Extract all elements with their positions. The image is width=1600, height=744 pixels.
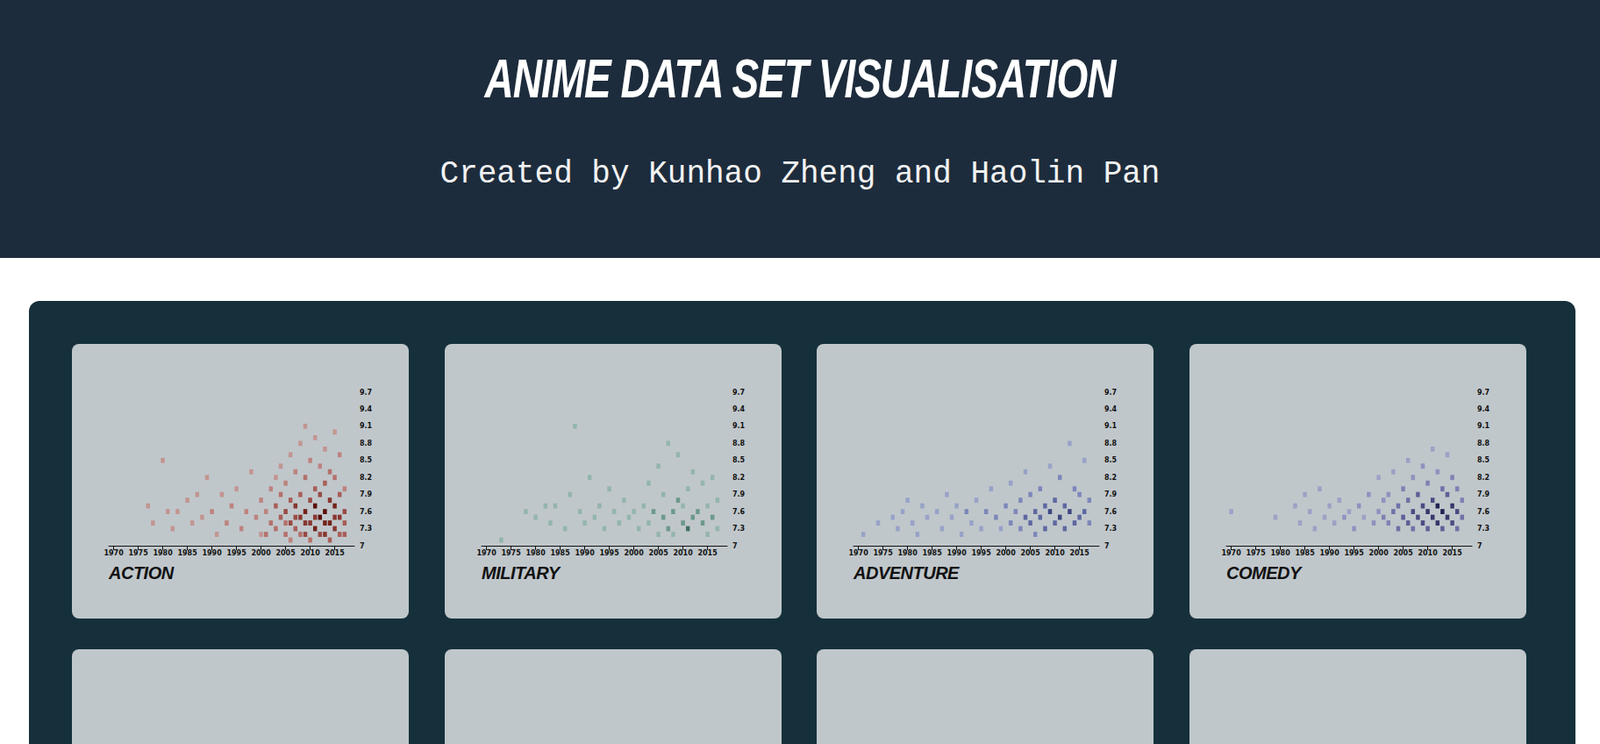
svg-text:9.1: 9.1: [359, 421, 373, 430]
svg-text:9.7: 9.7: [1104, 388, 1117, 397]
svg-text:8.5: 8.5: [359, 456, 373, 465]
svg-text:1990: 1990: [574, 549, 595, 558]
svg-text:9.1: 9.1: [1477, 421, 1491, 430]
svg-text:1970: 1970: [103, 549, 124, 558]
svg-text:9.4: 9.4: [1104, 405, 1118, 414]
svg-text:9.7: 9.7: [1477, 388, 1490, 397]
svg-text:8.5: 8.5: [1104, 456, 1118, 465]
svg-text:1995: 1995: [226, 549, 247, 558]
svg-text:1995: 1995: [1343, 549, 1365, 558]
svg-text:1995: 1995: [971, 549, 992, 558]
svg-text:7.9: 7.9: [1477, 490, 1491, 499]
html-text:ADVENTURE: ADVENTURE: [853, 563, 959, 583]
svg-text:2000: 2000: [250, 549, 272, 558]
svg-text:1975: 1975: [500, 549, 522, 558]
html-text:MILITARY: MILITARY: [481, 563, 560, 583]
svg-text:2005: 2005: [1392, 549, 1414, 558]
svg-text:9.1: 9.1: [732, 421, 746, 430]
svg-text:1970: 1970: [848, 549, 869, 558]
svg-text:8.8: 8.8: [1104, 439, 1118, 448]
svg-text:7.3: 7.3: [359, 524, 372, 533]
svg-text:8.2: 8.2: [1104, 473, 1117, 482]
svg-text:2010: 2010: [672, 549, 693, 558]
svg-text:2015: 2015: [697, 549, 718, 558]
svg-text:2010: 2010: [1044, 549, 1065, 558]
svg-text:2010: 2010: [300, 549, 321, 558]
svg-text:2000: 2000: [995, 549, 1016, 558]
svg-text:2015: 2015: [1442, 549, 1463, 558]
svg-text:2010: 2010: [1417, 549, 1438, 558]
svg-text:1980: 1980: [525, 549, 546, 558]
svg-text:8.8: 8.8: [359, 439, 373, 448]
svg-text:2005: 2005: [1020, 549, 1041, 558]
svg-text:1975: 1975: [1245, 549, 1266, 558]
svg-text:9.7: 9.7: [359, 388, 372, 397]
svg-text:7.3: 7.3: [1104, 524, 1117, 533]
svg-text:7.9: 7.9: [359, 490, 373, 499]
svg-text:1980: 1980: [1270, 549, 1291, 558]
svg-text:9.4: 9.4: [1477, 405, 1491, 414]
svg-text:1985: 1985: [177, 549, 198, 558]
svg-text:9.4: 9.4: [359, 405, 373, 414]
svg-text:1990: 1990: [1319, 549, 1340, 558]
svg-text:7: 7: [732, 542, 738, 550]
html-text:ANIME DATA SET VISUALISATION: ANIME DATA SET VISUALISATION: [484, 47, 1116, 109]
svg-text:1975: 1975: [872, 549, 893, 558]
svg-text:7.3: 7.3: [1477, 524, 1490, 533]
svg-text:8.2: 8.2: [359, 473, 372, 482]
svg-text:7.9: 7.9: [1104, 490, 1118, 499]
html-text:ACTION: ACTION: [108, 563, 174, 583]
svg-text:7: 7: [359, 542, 365, 550]
svg-text:9.1: 9.1: [1104, 421, 1118, 430]
svg-text:7: 7: [1477, 542, 1483, 550]
svg-text:8.5: 8.5: [1477, 456, 1491, 465]
svg-text:7: 7: [1104, 542, 1110, 550]
svg-text:1985: 1985: [550, 549, 571, 558]
svg-text:2005: 2005: [275, 549, 296, 558]
svg-text:2005: 2005: [648, 549, 669, 558]
svg-text:8.8: 8.8: [1477, 439, 1491, 448]
svg-text:2015: 2015: [1069, 549, 1090, 558]
svg-text:7.6: 7.6: [1477, 507, 1491, 516]
svg-text:1980: 1980: [897, 549, 918, 558]
svg-text:1995: 1995: [599, 549, 620, 558]
svg-text:2015: 2015: [324, 549, 345, 558]
svg-text:2000: 2000: [623, 549, 644, 558]
svg-text:1985: 1985: [921, 549, 943, 558]
svg-text:1990: 1990: [201, 549, 222, 558]
svg-text:9.4: 9.4: [732, 405, 746, 414]
svg-text:8.5: 8.5: [732, 456, 746, 465]
svg-text:1970: 1970: [1221, 549, 1242, 558]
svg-text:1980: 1980: [152, 549, 173, 558]
svg-text:8.2: 8.2: [732, 473, 745, 482]
html-text:COMEDY: COMEDY: [1226, 563, 1301, 583]
svg-text:1985: 1985: [1294, 549, 1315, 558]
svg-text:1975: 1975: [128, 549, 149, 558]
svg-text:7.3: 7.3: [732, 524, 745, 533]
svg-text:8.8: 8.8: [732, 439, 746, 448]
svg-text:2000: 2000: [1368, 549, 1389, 558]
svg-text:7.6: 7.6: [1104, 507, 1118, 516]
html-text:Created by Kunhao Zheng and Ha: Created by Kunhao Zheng and Haolin Pan: [439, 156, 1161, 193]
svg-text:7.9: 7.9: [732, 490, 746, 499]
svg-text:7.6: 7.6: [732, 507, 746, 516]
svg-text:1970: 1970: [476, 549, 497, 558]
svg-text:1990: 1990: [946, 549, 967, 558]
svg-text:8.2: 8.2: [1477, 473, 1490, 482]
svg-text:9.7: 9.7: [732, 388, 745, 397]
svg-text:7.6: 7.6: [359, 507, 373, 516]
